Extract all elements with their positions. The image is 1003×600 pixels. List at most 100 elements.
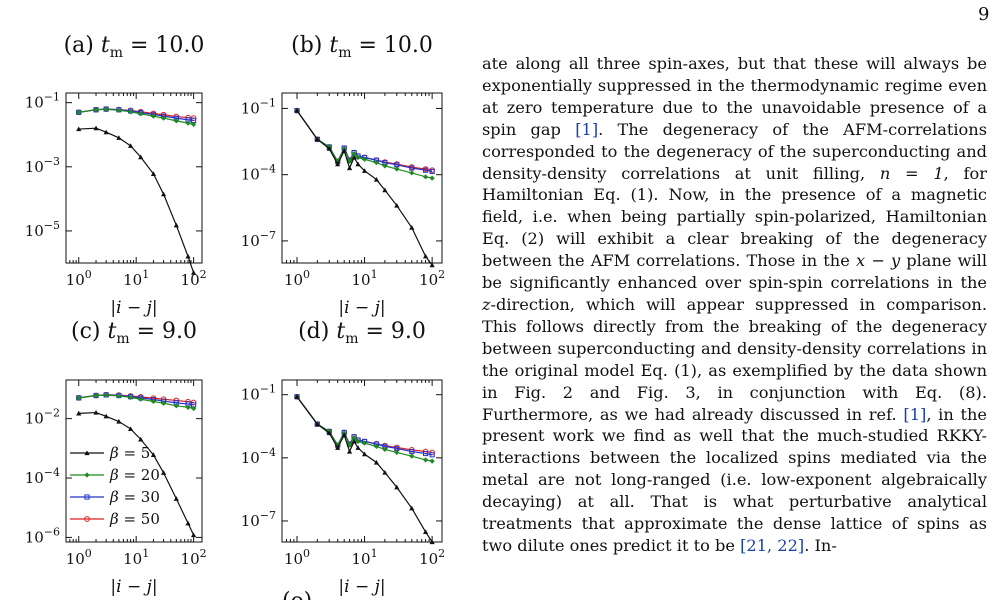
panel-title: (b) tm = 10.0 xyxy=(291,33,433,61)
legend-label: β = 5 xyxy=(109,444,150,462)
citation-link[interactable]: [1] xyxy=(575,119,599,139)
data-point xyxy=(185,253,191,259)
data-point xyxy=(103,106,109,112)
data-point xyxy=(394,166,400,172)
x-axis-label: |i − j| xyxy=(110,298,157,318)
data-point xyxy=(429,452,435,458)
x-tick-label: 102 xyxy=(181,268,207,289)
data-point xyxy=(422,450,429,457)
data-point xyxy=(191,405,197,412)
data-point xyxy=(191,532,197,538)
x-tick-label: 101 xyxy=(123,547,149,568)
figure-panels: (a) tm = 10.0 100 101 102 10−1 10−3 10−5 |i − j… xyxy=(25,33,445,600)
data-point xyxy=(76,126,82,132)
data-point xyxy=(103,413,109,419)
data-point xyxy=(382,446,388,453)
data-point xyxy=(355,445,361,450)
data-point xyxy=(355,438,361,445)
axes-frame xyxy=(281,379,443,543)
x-tick-label: 101 xyxy=(352,547,378,568)
panel-d: (d) tm = 9.0 100 101 102 10−1 10−4 10−7 |i − j| xyxy=(241,319,445,597)
data-point xyxy=(160,400,167,406)
panel-b: (b) tm = 10.0 100 101 102 10−1 10−4 10−7 |i − j… xyxy=(241,33,445,318)
data-point xyxy=(150,452,157,457)
data-point xyxy=(116,418,122,424)
data-point xyxy=(150,398,157,405)
data-point xyxy=(138,154,144,160)
y-tick-label: 10−5 xyxy=(25,219,60,240)
data-point xyxy=(394,484,400,490)
data-point xyxy=(361,156,368,162)
data-point xyxy=(409,165,415,171)
legend-label: β = 20 xyxy=(109,466,160,484)
data-point xyxy=(173,403,179,409)
y-tick-label: 10−7 xyxy=(241,509,276,530)
data-point xyxy=(361,440,368,446)
data-point xyxy=(394,202,400,208)
data-point xyxy=(346,448,353,454)
data-point xyxy=(128,426,134,432)
data-point xyxy=(84,472,90,478)
data-point xyxy=(429,539,435,545)
data-point xyxy=(346,165,353,171)
data-point xyxy=(160,115,167,121)
data-point xyxy=(335,161,341,167)
data-point xyxy=(429,262,435,268)
data-point xyxy=(173,222,179,228)
y-tick-label: 10−1 xyxy=(241,96,276,117)
legend-label: β = 50 xyxy=(109,510,160,528)
data-point xyxy=(160,191,167,197)
x-tick-label: 102 xyxy=(419,547,445,568)
data-point xyxy=(128,394,134,400)
x-tick-label: 100 xyxy=(66,547,92,568)
data-point xyxy=(138,111,144,117)
x-axis-label: |i − j| xyxy=(110,577,157,597)
data-point xyxy=(351,438,357,444)
data-point xyxy=(314,421,320,427)
x-tick-label: 102 xyxy=(181,547,207,568)
citation-link[interactable]: [21, 22] xyxy=(740,535,805,555)
data-point xyxy=(409,453,415,459)
panel-title: (d) tm = 9.0 xyxy=(298,319,426,347)
series-line xyxy=(296,396,433,543)
y-tick-label: 10−1 xyxy=(25,91,60,112)
data-point xyxy=(361,451,368,457)
data-point xyxy=(422,529,429,535)
data-point xyxy=(294,394,300,399)
data-point xyxy=(382,163,388,169)
data-point xyxy=(84,494,90,500)
data-point xyxy=(429,168,435,175)
page-number: 9 xyxy=(978,4,990,25)
y-tick-label: 10−3 xyxy=(25,155,60,176)
data-point xyxy=(326,146,332,151)
data-point xyxy=(351,435,357,441)
data-point xyxy=(116,135,122,140)
y-tick-label: 10−1 xyxy=(241,383,276,404)
x-tick-label: 101 xyxy=(123,268,149,289)
y-tick-label: 10−2 xyxy=(25,407,60,428)
citation-link[interactable]: [1] xyxy=(903,404,927,424)
data-point xyxy=(191,121,197,127)
data-point xyxy=(326,430,332,436)
data-point xyxy=(341,432,347,438)
data-point xyxy=(160,470,167,475)
data-point xyxy=(173,496,179,501)
data-point xyxy=(422,174,429,180)
data-point xyxy=(76,395,82,401)
data-point xyxy=(422,167,429,173)
x-tick-label: 100 xyxy=(284,268,310,289)
y-tick-label: 10−6 xyxy=(25,525,60,546)
data-point xyxy=(103,129,109,135)
data-point xyxy=(93,392,99,399)
x-tick-label: 100 xyxy=(66,268,92,289)
x-tick-label: 100 xyxy=(284,547,310,568)
data-point xyxy=(185,520,191,526)
data-point xyxy=(191,270,197,275)
panel-title: (c) tm = 9.0 xyxy=(71,319,197,347)
data-point xyxy=(150,171,157,176)
data-point xyxy=(84,450,90,456)
data-point xyxy=(314,136,320,142)
data-point xyxy=(76,410,82,416)
data-point xyxy=(373,459,380,465)
y-tick-label: 10−4 xyxy=(25,466,60,487)
